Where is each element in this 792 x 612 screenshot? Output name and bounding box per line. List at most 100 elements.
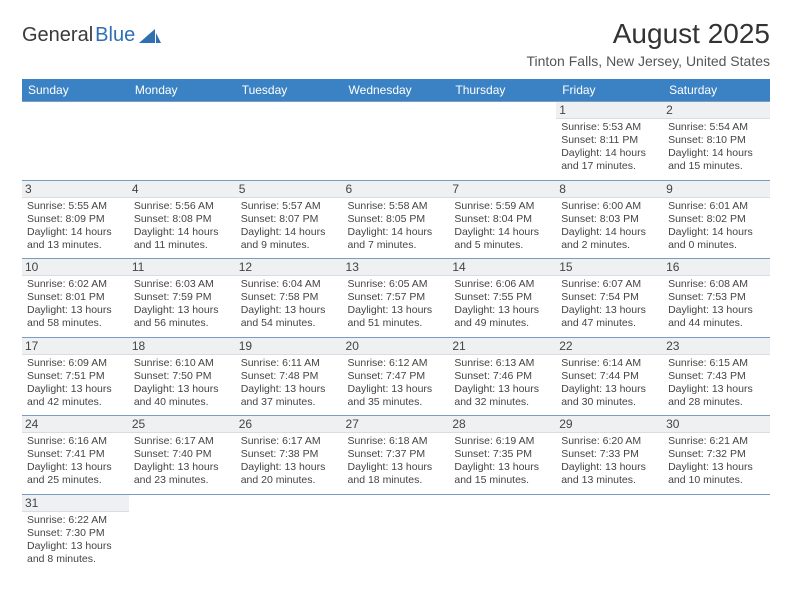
sunset-line: Sunset: 7:48 PM <box>241 370 338 383</box>
sunset-line: Sunset: 8:11 PM <box>561 134 658 147</box>
day-number: 31 <box>22 495 129 512</box>
day-number: 6 <box>343 181 450 198</box>
day-number: 9 <box>663 181 770 198</box>
daylight-line: and 44 minutes. <box>668 317 765 330</box>
daylight-line: and 30 minutes. <box>561 396 658 409</box>
sunset-line: Sunset: 7:41 PM <box>27 448 124 461</box>
sunset-line: Sunset: 7:51 PM <box>27 370 124 383</box>
day-number: 26 <box>236 416 343 433</box>
sunset-line: Sunset: 7:59 PM <box>134 291 231 304</box>
daylight-line: and 28 minutes. <box>668 396 765 409</box>
day-number: 1 <box>556 102 663 119</box>
sunrise-line: Sunrise: 6:09 AM <box>27 357 124 370</box>
day-number: 19 <box>236 338 343 355</box>
daylight-line: and 58 minutes. <box>27 317 124 330</box>
calendar-day-cell: 1Sunrise: 5:53 AMSunset: 8:11 PMDaylight… <box>556 102 663 181</box>
calendar-day-cell: 6Sunrise: 5:58 AMSunset: 8:05 PMDaylight… <box>343 180 450 259</box>
sunset-line: Sunset: 7:53 PM <box>668 291 765 304</box>
calendar-day-cell: 26Sunrise: 6:17 AMSunset: 7:38 PMDayligh… <box>236 416 343 495</box>
calendar-page: General Blue August 2025 Tinton Falls, N… <box>0 0 792 590</box>
sunrise-line: Sunrise: 6:18 AM <box>348 435 445 448</box>
daylight-line: and 35 minutes. <box>348 396 445 409</box>
daylight-line: and 15 minutes. <box>454 474 551 487</box>
day-number: 23 <box>663 338 770 355</box>
sunset-line: Sunset: 7:58 PM <box>241 291 338 304</box>
day-number: 2 <box>663 102 770 119</box>
calendar-day-cell: 13Sunrise: 6:05 AMSunset: 7:57 PMDayligh… <box>343 259 450 338</box>
sunset-line: Sunset: 7:32 PM <box>668 448 765 461</box>
month-title: August 2025 <box>526 18 770 50</box>
calendar-head: Sunday Monday Tuesday Wednesday Thursday… <box>22 79 770 102</box>
calendar-day-cell: 21Sunrise: 6:13 AMSunset: 7:46 PMDayligh… <box>449 337 556 416</box>
logo-text-general: General <box>22 24 93 47</box>
sunrise-line: Sunrise: 6:06 AM <box>454 278 551 291</box>
sunrise-line: Sunrise: 6:17 AM <box>134 435 231 448</box>
sunset-line: Sunset: 7:40 PM <box>134 448 231 461</box>
daylight-line: Daylight: 14 hours <box>668 147 765 160</box>
weekday-header: Thursday <box>449 79 556 102</box>
calendar-week-row: 10Sunrise: 6:02 AMSunset: 8:01 PMDayligh… <box>22 259 770 338</box>
sunrise-line: Sunrise: 5:53 AM <box>561 121 658 134</box>
daylight-line: and 13 minutes. <box>561 474 658 487</box>
daylight-line: Daylight: 13 hours <box>348 383 445 396</box>
calendar-day-cell: 5Sunrise: 5:57 AMSunset: 8:07 PMDaylight… <box>236 180 343 259</box>
calendar-day-cell <box>449 494 556 572</box>
calendar-day-cell: 12Sunrise: 6:04 AMSunset: 7:58 PMDayligh… <box>236 259 343 338</box>
sunrise-line: Sunrise: 6:16 AM <box>27 435 124 448</box>
daylight-line: and 7 minutes. <box>348 239 445 252</box>
sunset-line: Sunset: 8:02 PM <box>668 213 765 226</box>
daylight-line: and 56 minutes. <box>134 317 231 330</box>
calendar-day-cell: 28Sunrise: 6:19 AMSunset: 7:35 PMDayligh… <box>449 416 556 495</box>
sunrise-line: Sunrise: 5:58 AM <box>348 200 445 213</box>
sunset-line: Sunset: 8:03 PM <box>561 213 658 226</box>
sunset-line: Sunset: 7:44 PM <box>561 370 658 383</box>
daylight-line: Daylight: 14 hours <box>454 226 551 239</box>
sunrise-line: Sunrise: 6:02 AM <box>27 278 124 291</box>
logo: General Blue <box>22 24 161 47</box>
calendar-day-cell: 29Sunrise: 6:20 AMSunset: 7:33 PMDayligh… <box>556 416 663 495</box>
day-number: 16 <box>663 259 770 276</box>
sunrise-line: Sunrise: 6:17 AM <box>241 435 338 448</box>
daylight-line: and 9 minutes. <box>241 239 338 252</box>
day-number: 20 <box>343 338 450 355</box>
day-number: 24 <box>22 416 129 433</box>
sunrise-line: Sunrise: 6:05 AM <box>348 278 445 291</box>
sunset-line: Sunset: 7:35 PM <box>454 448 551 461</box>
daylight-line: Daylight: 14 hours <box>348 226 445 239</box>
calendar-day-cell: 7Sunrise: 5:59 AMSunset: 8:04 PMDaylight… <box>449 180 556 259</box>
day-number: 18 <box>129 338 236 355</box>
daylight-line: and 42 minutes. <box>27 396 124 409</box>
calendar-day-cell: 31Sunrise: 6:22 AMSunset: 7:30 PMDayligh… <box>22 494 129 572</box>
page-header: General Blue August 2025 Tinton Falls, N… <box>22 18 770 69</box>
daylight-line: Daylight: 13 hours <box>454 461 551 474</box>
calendar-week-row: 31Sunrise: 6:22 AMSunset: 7:30 PMDayligh… <box>22 494 770 572</box>
calendar-day-cell: 2Sunrise: 5:54 AMSunset: 8:10 PMDaylight… <box>663 102 770 181</box>
calendar-day-cell: 17Sunrise: 6:09 AMSunset: 7:51 PMDayligh… <box>22 337 129 416</box>
sunrise-line: Sunrise: 6:21 AM <box>668 435 765 448</box>
calendar-week-row: 17Sunrise: 6:09 AMSunset: 7:51 PMDayligh… <box>22 337 770 416</box>
calendar-day-cell: 16Sunrise: 6:08 AMSunset: 7:53 PMDayligh… <box>663 259 770 338</box>
calendar-day-cell: 10Sunrise: 6:02 AMSunset: 8:01 PMDayligh… <box>22 259 129 338</box>
calendar-day-cell: 25Sunrise: 6:17 AMSunset: 7:40 PMDayligh… <box>129 416 236 495</box>
weekday-header: Wednesday <box>343 79 450 102</box>
calendar-day-cell: 11Sunrise: 6:03 AMSunset: 7:59 PMDayligh… <box>129 259 236 338</box>
calendar-day-cell: 19Sunrise: 6:11 AMSunset: 7:48 PMDayligh… <box>236 337 343 416</box>
day-number: 28 <box>449 416 556 433</box>
day-number: 25 <box>129 416 236 433</box>
sunrise-line: Sunrise: 5:59 AM <box>454 200 551 213</box>
day-number: 29 <box>556 416 663 433</box>
location-subtitle: Tinton Falls, New Jersey, United States <box>526 53 770 69</box>
daylight-line: Daylight: 13 hours <box>241 304 338 317</box>
daylight-line: and 40 minutes. <box>134 396 231 409</box>
sunrise-line: Sunrise: 6:20 AM <box>561 435 658 448</box>
daylight-line: and 13 minutes. <box>27 239 124 252</box>
daylight-line: and 18 minutes. <box>348 474 445 487</box>
calendar-day-cell: 22Sunrise: 6:14 AMSunset: 7:44 PMDayligh… <box>556 337 663 416</box>
daylight-line: Daylight: 14 hours <box>668 226 765 239</box>
daylight-line: Daylight: 13 hours <box>27 304 124 317</box>
calendar-day-cell <box>663 494 770 572</box>
sunset-line: Sunset: 7:33 PM <box>561 448 658 461</box>
sunrise-line: Sunrise: 6:15 AM <box>668 357 765 370</box>
calendar-day-cell: 24Sunrise: 6:16 AMSunset: 7:41 PMDayligh… <box>22 416 129 495</box>
daylight-line: Daylight: 14 hours <box>561 226 658 239</box>
